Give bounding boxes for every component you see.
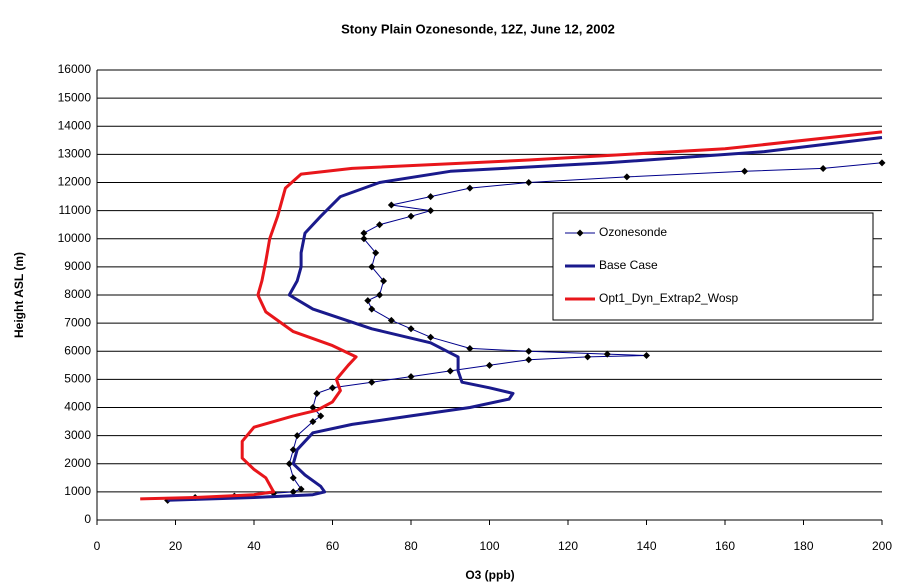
data-point [380, 277, 388, 285]
y-tick-label: 15000 [58, 90, 92, 104]
data-point [293, 432, 301, 440]
x-tick-label: 160 [715, 539, 735, 553]
y-tick-label: 0 [84, 512, 91, 526]
data-point [407, 212, 415, 220]
data-point [368, 378, 376, 386]
data-point [364, 297, 372, 305]
data-point [525, 356, 533, 364]
x-tick-label: 20 [169, 539, 183, 553]
x-tick-label: 120 [558, 539, 578, 553]
data-point [525, 347, 533, 355]
series-line [140, 130, 883, 501]
data-point [360, 229, 368, 237]
data-point [360, 235, 368, 243]
y-tick-label: 8000 [64, 287, 91, 301]
data-point [289, 474, 297, 482]
x-tick-label: 40 [247, 539, 261, 553]
data-point [446, 367, 454, 375]
data-point [368, 263, 376, 271]
y-tick-label: 12000 [58, 175, 92, 189]
data-point [741, 167, 749, 175]
legend-label: Opt1_Dyn_Extrap2_Wosp [599, 291, 739, 305]
x-tick-label: 180 [793, 539, 813, 553]
data-point [643, 351, 650, 359]
y-tick-label: 1000 [64, 484, 91, 498]
y-axis-title: Height ASL (m) [12, 252, 26, 338]
data-point [285, 460, 293, 468]
y-tick-label: 13000 [58, 147, 92, 161]
y-tick-label: 11000 [59, 203, 92, 217]
x-tick-label: 140 [636, 539, 656, 553]
data-point [427, 193, 435, 201]
y-tick-label: 7000 [64, 315, 91, 329]
data-point [297, 485, 305, 493]
data-point [427, 333, 435, 341]
data-point [584, 353, 592, 361]
chart-title: Stony Plain Ozonesonde, 12Z, June 12, 20… [341, 21, 615, 36]
data-point [289, 446, 297, 454]
x-tick-label: 0 [94, 539, 101, 553]
legend-box [552, 212, 874, 321]
x-tick-label: 100 [479, 539, 499, 553]
data-point [387, 201, 395, 209]
x-tick-label: 80 [404, 539, 418, 553]
y-tick-label: 16000 [58, 62, 92, 76]
data-point [368, 305, 376, 313]
y-tick-label: 2000 [64, 456, 91, 470]
y-tick-label: 10000 [58, 231, 92, 245]
data-point [372, 249, 380, 257]
data-point [376, 291, 384, 299]
data-point [525, 179, 533, 186]
data-point [289, 488, 297, 496]
data-point [329, 384, 336, 392]
data-point [407, 325, 415, 333]
data-point [623, 173, 631, 181]
data-point [407, 373, 415, 381]
data-point [317, 412, 325, 420]
legend-label: Ozonesonde [599, 225, 667, 239]
x-tick-label: 200 [872, 539, 892, 553]
x-tick-label: 60 [326, 539, 340, 553]
data-point [309, 404, 317, 411]
legend-marker [576, 229, 584, 237]
y-tick-label: 3000 [64, 428, 91, 442]
series-line [167, 136, 883, 502]
legend-label: Base Case [599, 258, 658, 272]
data-point [309, 418, 317, 426]
data-point [376, 221, 384, 229]
data-point [486, 361, 493, 369]
data-point [313, 389, 321, 397]
x-axis-title: O3 (ppb) [465, 568, 514, 582]
y-tick-label: 5000 [64, 372, 91, 386]
data-point [466, 344, 474, 352]
data-point [878, 159, 886, 167]
data-point [819, 164, 827, 172]
y-tick-label: 9000 [64, 259, 91, 273]
y-tick-label: 4000 [64, 400, 91, 414]
y-tick-label: 6000 [64, 343, 91, 357]
data-point [387, 316, 395, 324]
data-point [466, 184, 474, 192]
y-tick-label: 14000 [58, 118, 92, 132]
data-point [603, 350, 611, 358]
data-point [427, 207, 435, 215]
